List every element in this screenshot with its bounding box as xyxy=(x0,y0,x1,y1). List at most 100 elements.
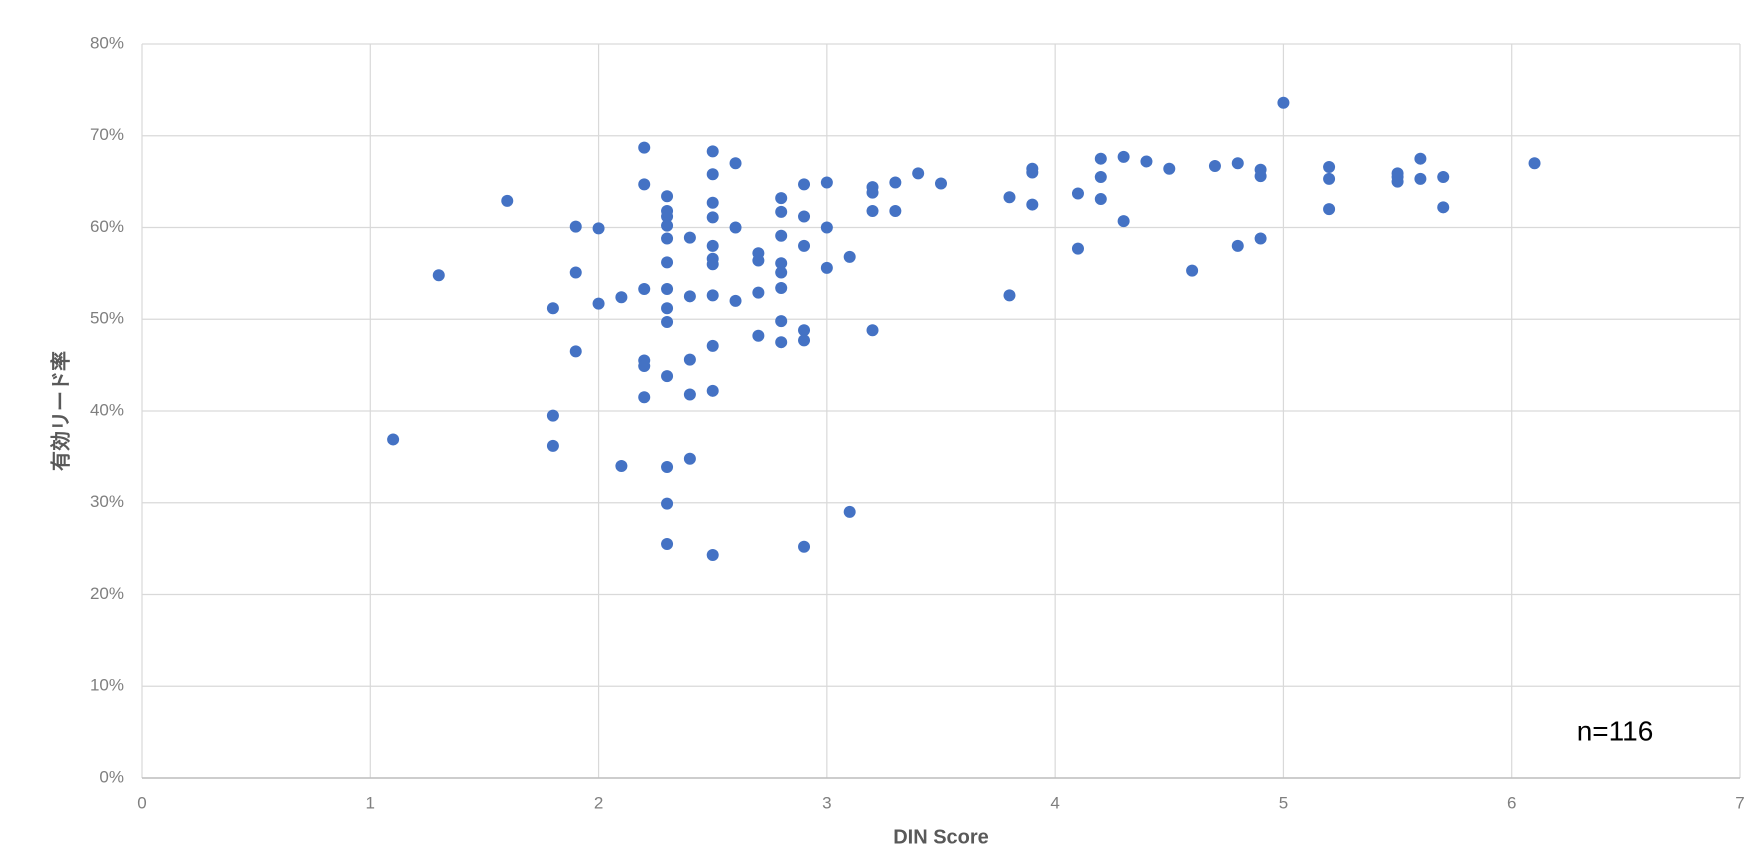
point xyxy=(843,505,856,518)
point xyxy=(1414,172,1427,185)
point xyxy=(661,302,674,315)
point xyxy=(1391,175,1404,188)
point xyxy=(706,339,719,352)
point xyxy=(1528,157,1541,170)
point xyxy=(1186,264,1199,277)
point xyxy=(798,178,811,191)
point xyxy=(866,204,879,217)
point xyxy=(1437,171,1450,184)
point xyxy=(661,370,674,383)
point xyxy=(706,258,719,271)
point xyxy=(752,254,765,267)
point xyxy=(638,141,651,154)
point xyxy=(729,157,742,170)
point xyxy=(638,360,651,373)
point xyxy=(1231,157,1244,170)
point xyxy=(592,222,605,235)
point xyxy=(683,452,696,465)
point xyxy=(1323,203,1336,216)
point xyxy=(729,221,742,234)
point xyxy=(1094,171,1107,184)
x-tick-label: 2 xyxy=(594,793,603,812)
point xyxy=(638,391,651,404)
point xyxy=(798,540,811,553)
point xyxy=(1277,96,1290,109)
y-tick-label: 50% xyxy=(90,309,124,328)
point xyxy=(546,439,559,452)
point xyxy=(775,336,788,349)
x-tick-label: 5 xyxy=(1279,793,1288,812)
point xyxy=(1140,155,1153,168)
point xyxy=(1208,160,1221,173)
point xyxy=(706,549,719,562)
point xyxy=(1117,215,1130,228)
point xyxy=(569,220,582,233)
point xyxy=(592,297,605,310)
point xyxy=(706,289,719,302)
point xyxy=(1094,152,1107,165)
point xyxy=(706,168,719,181)
point xyxy=(661,232,674,245)
y-tick-label: 10% xyxy=(90,676,124,695)
point xyxy=(1323,160,1336,173)
point xyxy=(706,196,719,209)
point xyxy=(1163,162,1176,175)
point xyxy=(775,315,788,328)
point xyxy=(1254,232,1267,245)
y-tick-label: 80% xyxy=(90,33,124,52)
point xyxy=(1071,242,1084,255)
point xyxy=(638,178,651,191)
point xyxy=(729,294,742,307)
point xyxy=(661,316,674,329)
point xyxy=(1003,289,1016,302)
point xyxy=(775,192,788,205)
point xyxy=(866,324,879,337)
point xyxy=(546,409,559,422)
point xyxy=(889,204,902,217)
point xyxy=(661,210,674,223)
point xyxy=(661,256,674,269)
point xyxy=(683,353,696,366)
point xyxy=(661,497,674,510)
point xyxy=(387,433,400,446)
point xyxy=(935,177,947,190)
point xyxy=(775,282,788,295)
point xyxy=(866,186,879,199)
point xyxy=(912,167,925,180)
point xyxy=(1254,170,1267,183)
point xyxy=(752,329,765,342)
point xyxy=(820,221,833,234)
y-tick-label: 30% xyxy=(90,492,124,511)
point xyxy=(775,257,788,270)
y-tick-label: 0% xyxy=(99,767,124,786)
point xyxy=(706,384,719,397)
point xyxy=(1003,191,1016,204)
x-tick-label: 6 xyxy=(1507,793,1516,812)
x-tick-label: 0 xyxy=(137,793,146,812)
y-tick-label: 70% xyxy=(90,125,124,144)
point xyxy=(683,290,696,303)
point xyxy=(1117,150,1130,163)
point xyxy=(546,302,559,315)
point xyxy=(683,388,696,401)
point xyxy=(615,291,628,304)
point xyxy=(798,239,811,252)
point xyxy=(569,345,582,358)
point xyxy=(569,266,582,279)
y-tick-label: 60% xyxy=(90,217,124,236)
point xyxy=(798,334,811,347)
point xyxy=(775,229,788,242)
y-tick-label: 20% xyxy=(90,584,124,603)
point xyxy=(1071,187,1084,200)
x-tick-label: 1 xyxy=(366,793,375,812)
point xyxy=(706,145,719,158)
point xyxy=(798,324,811,337)
x-tick-label: 7 xyxy=(1735,793,1744,812)
point xyxy=(683,231,696,244)
point xyxy=(889,176,902,189)
point xyxy=(706,211,719,224)
point xyxy=(752,286,765,299)
point xyxy=(1414,152,1427,165)
